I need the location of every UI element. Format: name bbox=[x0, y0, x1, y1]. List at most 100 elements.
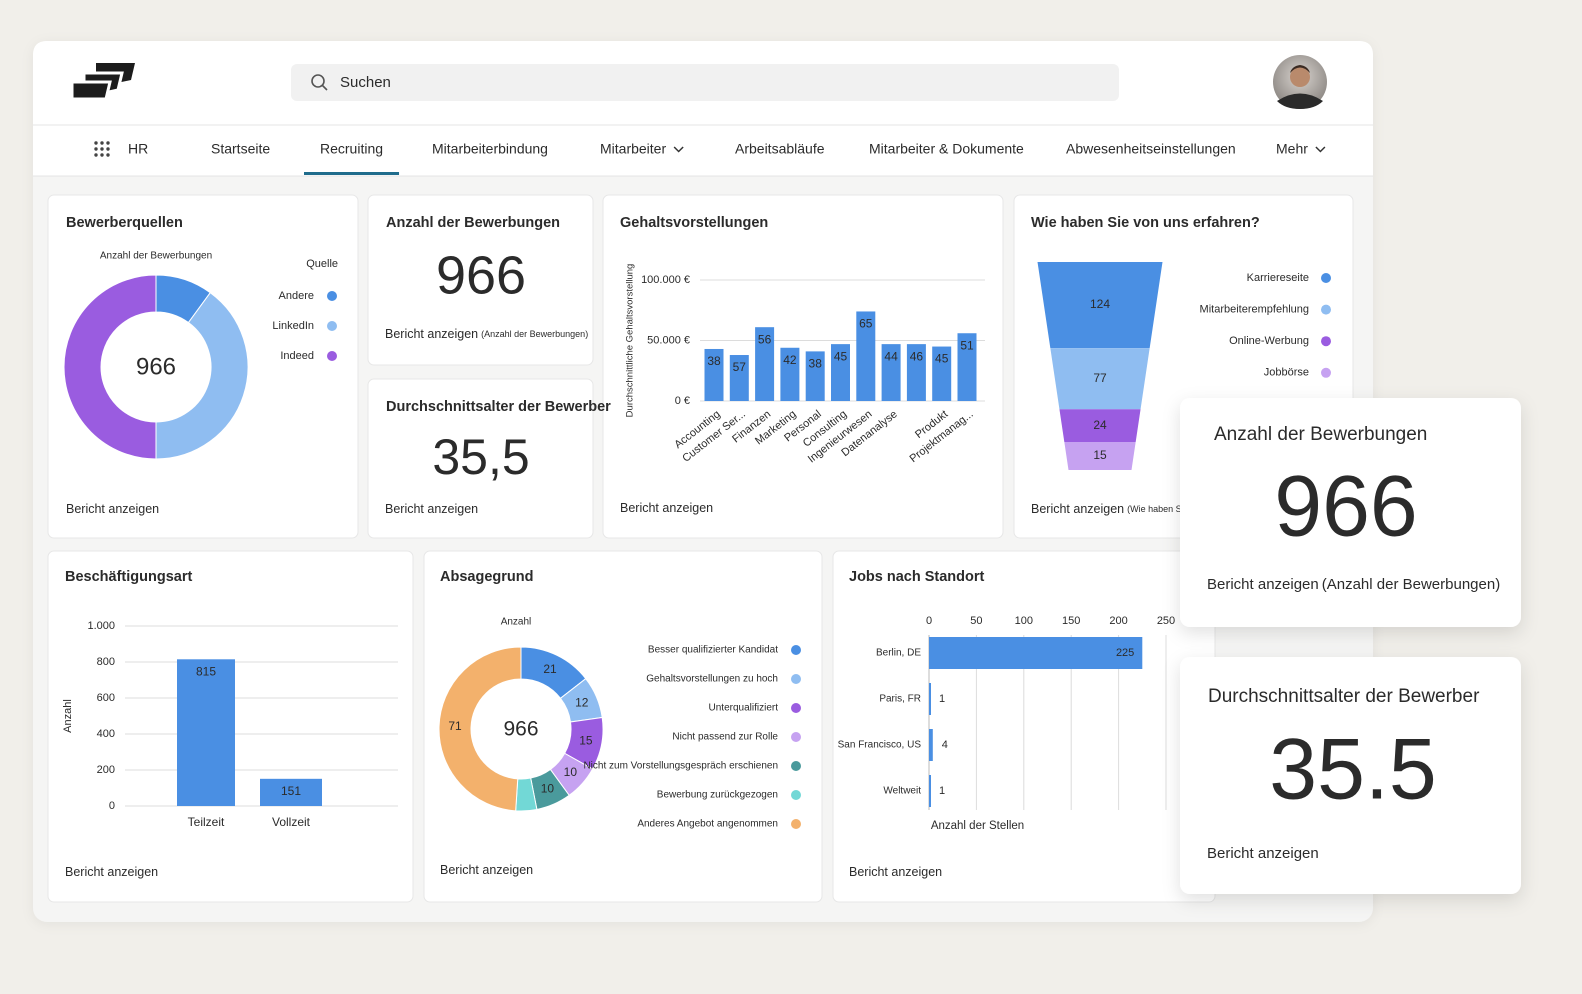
donut-center-label: 966 bbox=[136, 353, 176, 380]
bar-label: 57 bbox=[733, 360, 747, 374]
report-link-label: Bericht anzeigen bbox=[440, 863, 533, 877]
report-link-label: Bericht anzeigen bbox=[385, 327, 478, 341]
nav-item[interactable]: Mitarbeiter & Dokumente bbox=[869, 141, 1024, 157]
card bbox=[423, 550, 823, 903]
kpi-title: Anzahl der Bewerbungen bbox=[1214, 424, 1427, 445]
kpi-title: Durchschnittsalter der Bewerber bbox=[1208, 686, 1480, 707]
x-tick-label: 150 bbox=[1062, 615, 1080, 627]
legend-swatch bbox=[327, 321, 337, 331]
report-link[interactable]: Bericht anzeigen bbox=[385, 502, 478, 516]
report-link[interactable]: Bericht anzeigen (Anzahl der Bewerbungen) bbox=[385, 327, 588, 341]
bar bbox=[729, 355, 749, 401]
dropdown-chevron bbox=[1315, 146, 1326, 153]
bar bbox=[932, 346, 952, 401]
bar bbox=[704, 348, 724, 401]
legend-swatch bbox=[791, 732, 801, 742]
chart-subtitle: Anzahl der Bewerbungen bbox=[100, 251, 212, 262]
report-link-label: Bericht anzeigen bbox=[1031, 502, 1124, 516]
legend-label: Bewerbung zurückgezogen bbox=[657, 790, 778, 801]
y-tick-label: 0 bbox=[109, 800, 115, 812]
nav-item[interactable]: Recruiting bbox=[320, 141, 383, 157]
legend-label: Andere bbox=[279, 290, 314, 302]
legend-title: Quelle bbox=[306, 258, 338, 270]
legend-swatch bbox=[327, 351, 337, 361]
segment-label: 15 bbox=[1093, 448, 1107, 462]
y-tick-label: 1.000 bbox=[87, 620, 115, 632]
report-link[interactable]: Bericht anzeigen bbox=[440, 863, 533, 877]
avatar[interactable] bbox=[1273, 55, 1327, 109]
app-name: HR bbox=[128, 141, 148, 157]
legend-label: Besser qualifizierter Kandidat bbox=[648, 645, 778, 656]
donut-segment bbox=[438, 646, 522, 812]
nav-item[interactable]: Mehr bbox=[1276, 141, 1308, 157]
bar-label: 51 bbox=[960, 338, 974, 352]
y-tick-label: 200 bbox=[97, 764, 115, 776]
bar bbox=[831, 344, 850, 401]
report-link[interactable]: Bericht anzeigen bbox=[66, 502, 159, 516]
y-axis-title: Durchschnittliche Gehaltsvorstellung bbox=[625, 264, 636, 418]
bar bbox=[929, 775, 931, 807]
report-link[interactable]: Bericht anzeigen (Anzahl der Bewerbungen) bbox=[1207, 576, 1500, 593]
bar bbox=[177, 659, 235, 806]
kpi-title: Durchschnittsalter der Bewerber bbox=[386, 399, 611, 415]
bar-label: 38 bbox=[809, 357, 823, 371]
legend-label: Unterqualifiziert bbox=[709, 703, 779, 714]
report-link-label: Bericht anzeigen bbox=[385, 502, 478, 516]
card bbox=[367, 194, 594, 366]
funnel-segment bbox=[1064, 442, 1136, 470]
overlay-card bbox=[1180, 398, 1521, 627]
legend-swatch bbox=[327, 291, 337, 301]
search-icon bbox=[311, 74, 328, 91]
report-link[interactable]: Bericht anzeigen (Wie haben Sie bbox=[1031, 502, 1189, 516]
legend-swatch bbox=[1321, 336, 1331, 347]
bar-label: 1 bbox=[939, 785, 945, 797]
segment-label: 10 bbox=[541, 782, 555, 796]
donut-segment bbox=[155, 292, 249, 460]
chart-subtitle: Anzahl bbox=[501, 617, 532, 628]
card-title: Beschäftigungsart bbox=[65, 569, 192, 585]
legend-label: LinkedIn bbox=[272, 320, 314, 332]
y-tick-label: 0 € bbox=[675, 395, 690, 407]
nav-item[interactable]: Mitarbeiter bbox=[600, 141, 666, 157]
x-tick-label: 50 bbox=[970, 615, 982, 627]
bar-label: 45 bbox=[935, 352, 949, 366]
bar bbox=[929, 729, 933, 761]
y-tick-label: 100.000 € bbox=[641, 274, 690, 286]
nav-item[interactable]: Abwesenheitseinstellungen bbox=[1066, 141, 1236, 157]
legend-label: Anderes Angebot angenommen bbox=[637, 819, 778, 830]
bar bbox=[856, 311, 876, 401]
donut-segment bbox=[63, 274, 157, 460]
nav-item[interactable]: Arbeitsabläufe bbox=[735, 141, 825, 157]
y-axis-title: Anzahl bbox=[62, 699, 74, 733]
report-link-label: Bericht anzeigen bbox=[1207, 845, 1319, 862]
report-link[interactable]: Bericht anzeigen bbox=[620, 501, 713, 515]
nav-item[interactable]: Mitarbeiterbindung bbox=[432, 141, 548, 157]
apps-icon[interactable] bbox=[94, 141, 110, 157]
card-title: Jobs nach Standort bbox=[849, 569, 985, 585]
overlay-card bbox=[1180, 657, 1521, 894]
card-title: Bewerberquellen bbox=[66, 215, 183, 231]
nav-item[interactable]: Startseite bbox=[211, 141, 270, 157]
y-tick-label: 600 bbox=[97, 692, 115, 704]
dropdown-chevron bbox=[673, 146, 684, 153]
bar-label: 225 bbox=[1116, 647, 1134, 659]
report-link[interactable]: Bericht anzeigen bbox=[849, 865, 942, 879]
legend-swatch bbox=[791, 761, 801, 771]
bar-label: 815 bbox=[196, 664, 216, 678]
report-link[interactable]: Bericht anzeigen bbox=[65, 865, 158, 879]
card-title: Gehaltsvorstellungen bbox=[620, 215, 768, 231]
report-link-label: Bericht anzeigen bbox=[1207, 576, 1319, 593]
report-link[interactable]: Bericht anzeigen bbox=[1207, 845, 1319, 862]
search-box[interactable] bbox=[291, 64, 1119, 101]
funnel-segment bbox=[1050, 348, 1150, 410]
kpi-title: Anzahl der Bewerbungen bbox=[386, 215, 560, 231]
card-title: Absagegrund bbox=[440, 569, 533, 585]
funnel-segment bbox=[1037, 262, 1163, 349]
report-link-label: Bericht anzeigen bbox=[849, 865, 942, 879]
active-tab-indicator bbox=[304, 172, 400, 175]
report-link-label: Bericht anzeigen bbox=[66, 502, 159, 516]
legend-swatch bbox=[791, 645, 801, 655]
legend-swatch bbox=[791, 790, 801, 800]
legend-label: Mitarbeiterempfehlung bbox=[1200, 304, 1309, 316]
y-tick-label: 800 bbox=[97, 656, 115, 668]
